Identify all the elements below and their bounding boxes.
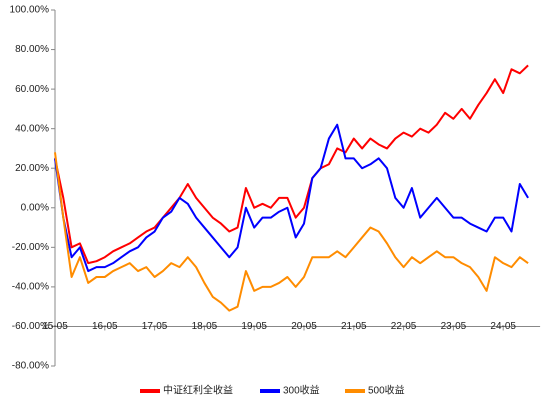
x-tick-label: 20-05 [291, 321, 317, 332]
y-tick-label: -60.00% [12, 321, 49, 332]
x-tick-label: 15-05 [42, 321, 68, 332]
legend-label: 300收益 [283, 384, 320, 397]
x-tick-label: 19-05 [241, 321, 267, 332]
series-line [54, 123, 529, 273]
y-tick-label: 20.00% [15, 163, 49, 174]
x-tick-label: 24-05 [490, 321, 516, 332]
x-tick-label: 16-05 [92, 321, 118, 332]
y-tick-label: -80.00% [12, 361, 49, 372]
y-tick-label: 60.00% [15, 84, 49, 95]
y-tick-label: 80.00% [15, 44, 49, 55]
x-tick-label: 18-05 [192, 321, 218, 332]
series-line [54, 152, 529, 312]
y-tick-label: 100.00% [10, 5, 50, 16]
y-tick-label: -20.00% [12, 242, 49, 253]
x-tick-label: 21-05 [341, 321, 367, 332]
x-tick-label: 22-05 [391, 321, 417, 332]
y-tick-label: -40.00% [12, 282, 49, 293]
series-line [54, 64, 529, 265]
legend-label: 500收益 [368, 384, 405, 397]
x-tick-label: 17-05 [142, 321, 168, 332]
y-tick-label: 0.00% [21, 202, 49, 213]
y-tick-label: 40.00% [15, 123, 49, 134]
x-tick-label: 23-05 [441, 321, 467, 332]
legend-label: 中证红利全收益 [163, 384, 233, 397]
